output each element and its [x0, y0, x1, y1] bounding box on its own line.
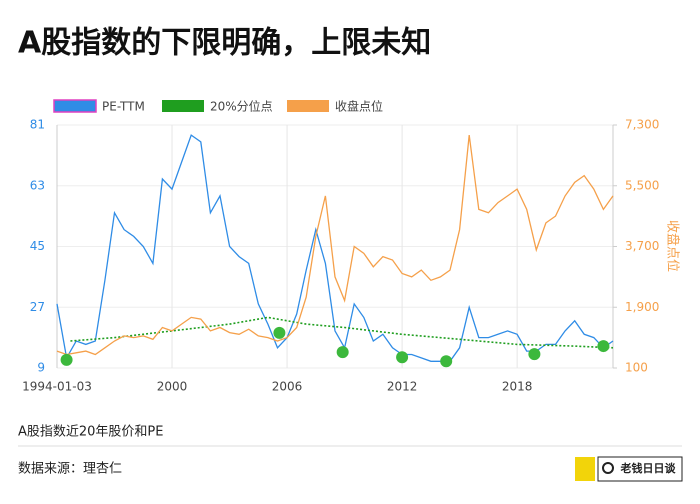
- y2-axis-label: 收盘点位: [665, 220, 681, 272]
- y2-tick-label: 3,700: [625, 239, 659, 253]
- y-tick-label: 81: [30, 118, 45, 132]
- legend-swatch: [287, 100, 329, 112]
- y-tick-label: 63: [30, 178, 45, 192]
- low-marker: [528, 348, 541, 361]
- low-marker: [396, 351, 409, 364]
- series-line: [70, 316, 614, 349]
- low-marker: [336, 346, 349, 359]
- x-tick-label: 1994-01-03: [22, 380, 92, 394]
- low-marker: [440, 355, 453, 368]
- x-tick-label: 2018: [502, 380, 533, 394]
- legend-label: 20%分位点: [210, 99, 273, 114]
- y-tick-label: 45: [30, 239, 45, 253]
- y-tick-label: 27: [30, 300, 45, 314]
- series-line: [56, 134, 614, 362]
- series-line: [56, 135, 614, 356]
- y2-tick-label: 100: [625, 361, 648, 375]
- x-tick-label: 2000: [157, 380, 188, 394]
- logo-text: 老钱日日谈: [620, 461, 677, 475]
- page-title: A股指数的下限明确，上限未知: [18, 26, 431, 61]
- chart: 9 27 45 63 81 100 1,900 3,700 5,500 7,300 1994-01-…: [22, 99, 680, 394]
- y-tick-label: 9: [37, 361, 45, 375]
- logo-icon: [575, 457, 595, 481]
- y2-tick-label: 1,900: [625, 300, 659, 314]
- legend-label: PE-TTM: [102, 100, 145, 114]
- y2-tick-label: 7,300: [625, 118, 659, 132]
- legend-swatch: [53, 99, 97, 113]
- x-tick-label: 2006: [272, 380, 303, 394]
- caption: A股指数近20年股价和PE: [18, 425, 164, 440]
- legend-label: 收盘点位: [335, 99, 383, 114]
- low-marker: [60, 353, 73, 366]
- low-marker: [597, 340, 610, 353]
- logo-search: [602, 462, 614, 474]
- legend-swatch: [162, 100, 204, 112]
- source: 数据来源：理杏仁: [18, 462, 122, 477]
- y2-tick-label: 5,500: [625, 178, 659, 192]
- low-marker: [273, 326, 286, 339]
- x-tick-label: 2012: [387, 380, 418, 394]
